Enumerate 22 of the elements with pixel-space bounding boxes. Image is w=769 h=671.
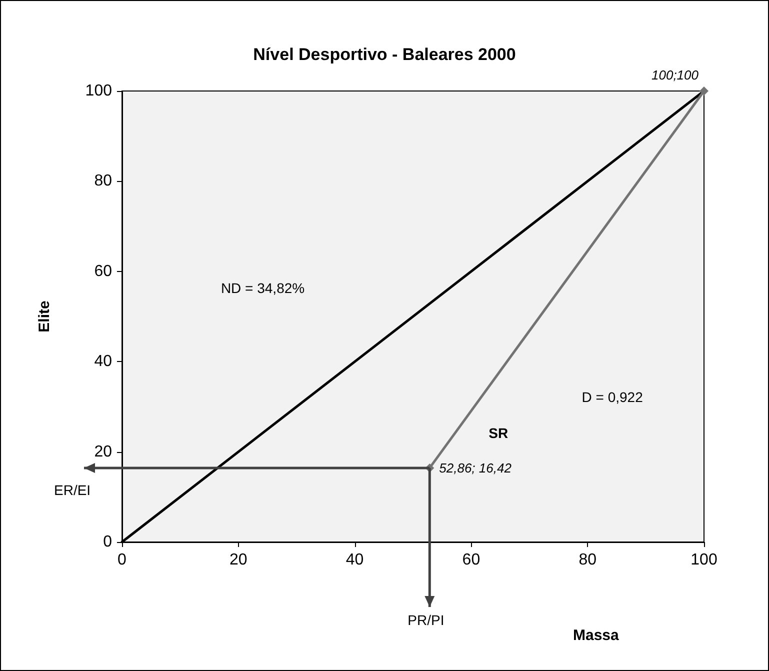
x-tick-label: 80 xyxy=(578,552,597,568)
y-tick-label: 100 xyxy=(85,82,112,100)
x-tick-label: 40 xyxy=(346,552,364,568)
text: ER/EI xyxy=(54,482,91,498)
x-axis-title: Massa xyxy=(573,627,620,644)
data-label: 52,86; 16,42 xyxy=(439,460,512,476)
y-tick-label: 40 xyxy=(94,353,112,370)
x-tick-label: 20 xyxy=(230,552,248,568)
y-tick-label: 20 xyxy=(94,443,112,460)
y-axis-title: Elite xyxy=(36,300,53,332)
data-label: 100;100 xyxy=(652,68,700,82)
y-tick-label: 80 xyxy=(94,172,112,190)
y-tick-label: 60 xyxy=(94,262,112,280)
y-tick-label: 0 xyxy=(103,534,112,550)
text: PR/PI xyxy=(408,612,444,628)
annotation: SR xyxy=(488,424,508,441)
x-tick-label: 100 xyxy=(690,552,718,568)
x-tick-label: 60 xyxy=(462,552,480,568)
chart-title: Nível Desportivo - Baleares 2000 xyxy=(253,45,516,64)
annotation: ND = 34,82% xyxy=(220,280,305,296)
x-tick-label: 0 xyxy=(118,552,127,568)
annotation: D = 0,922 xyxy=(582,388,643,405)
